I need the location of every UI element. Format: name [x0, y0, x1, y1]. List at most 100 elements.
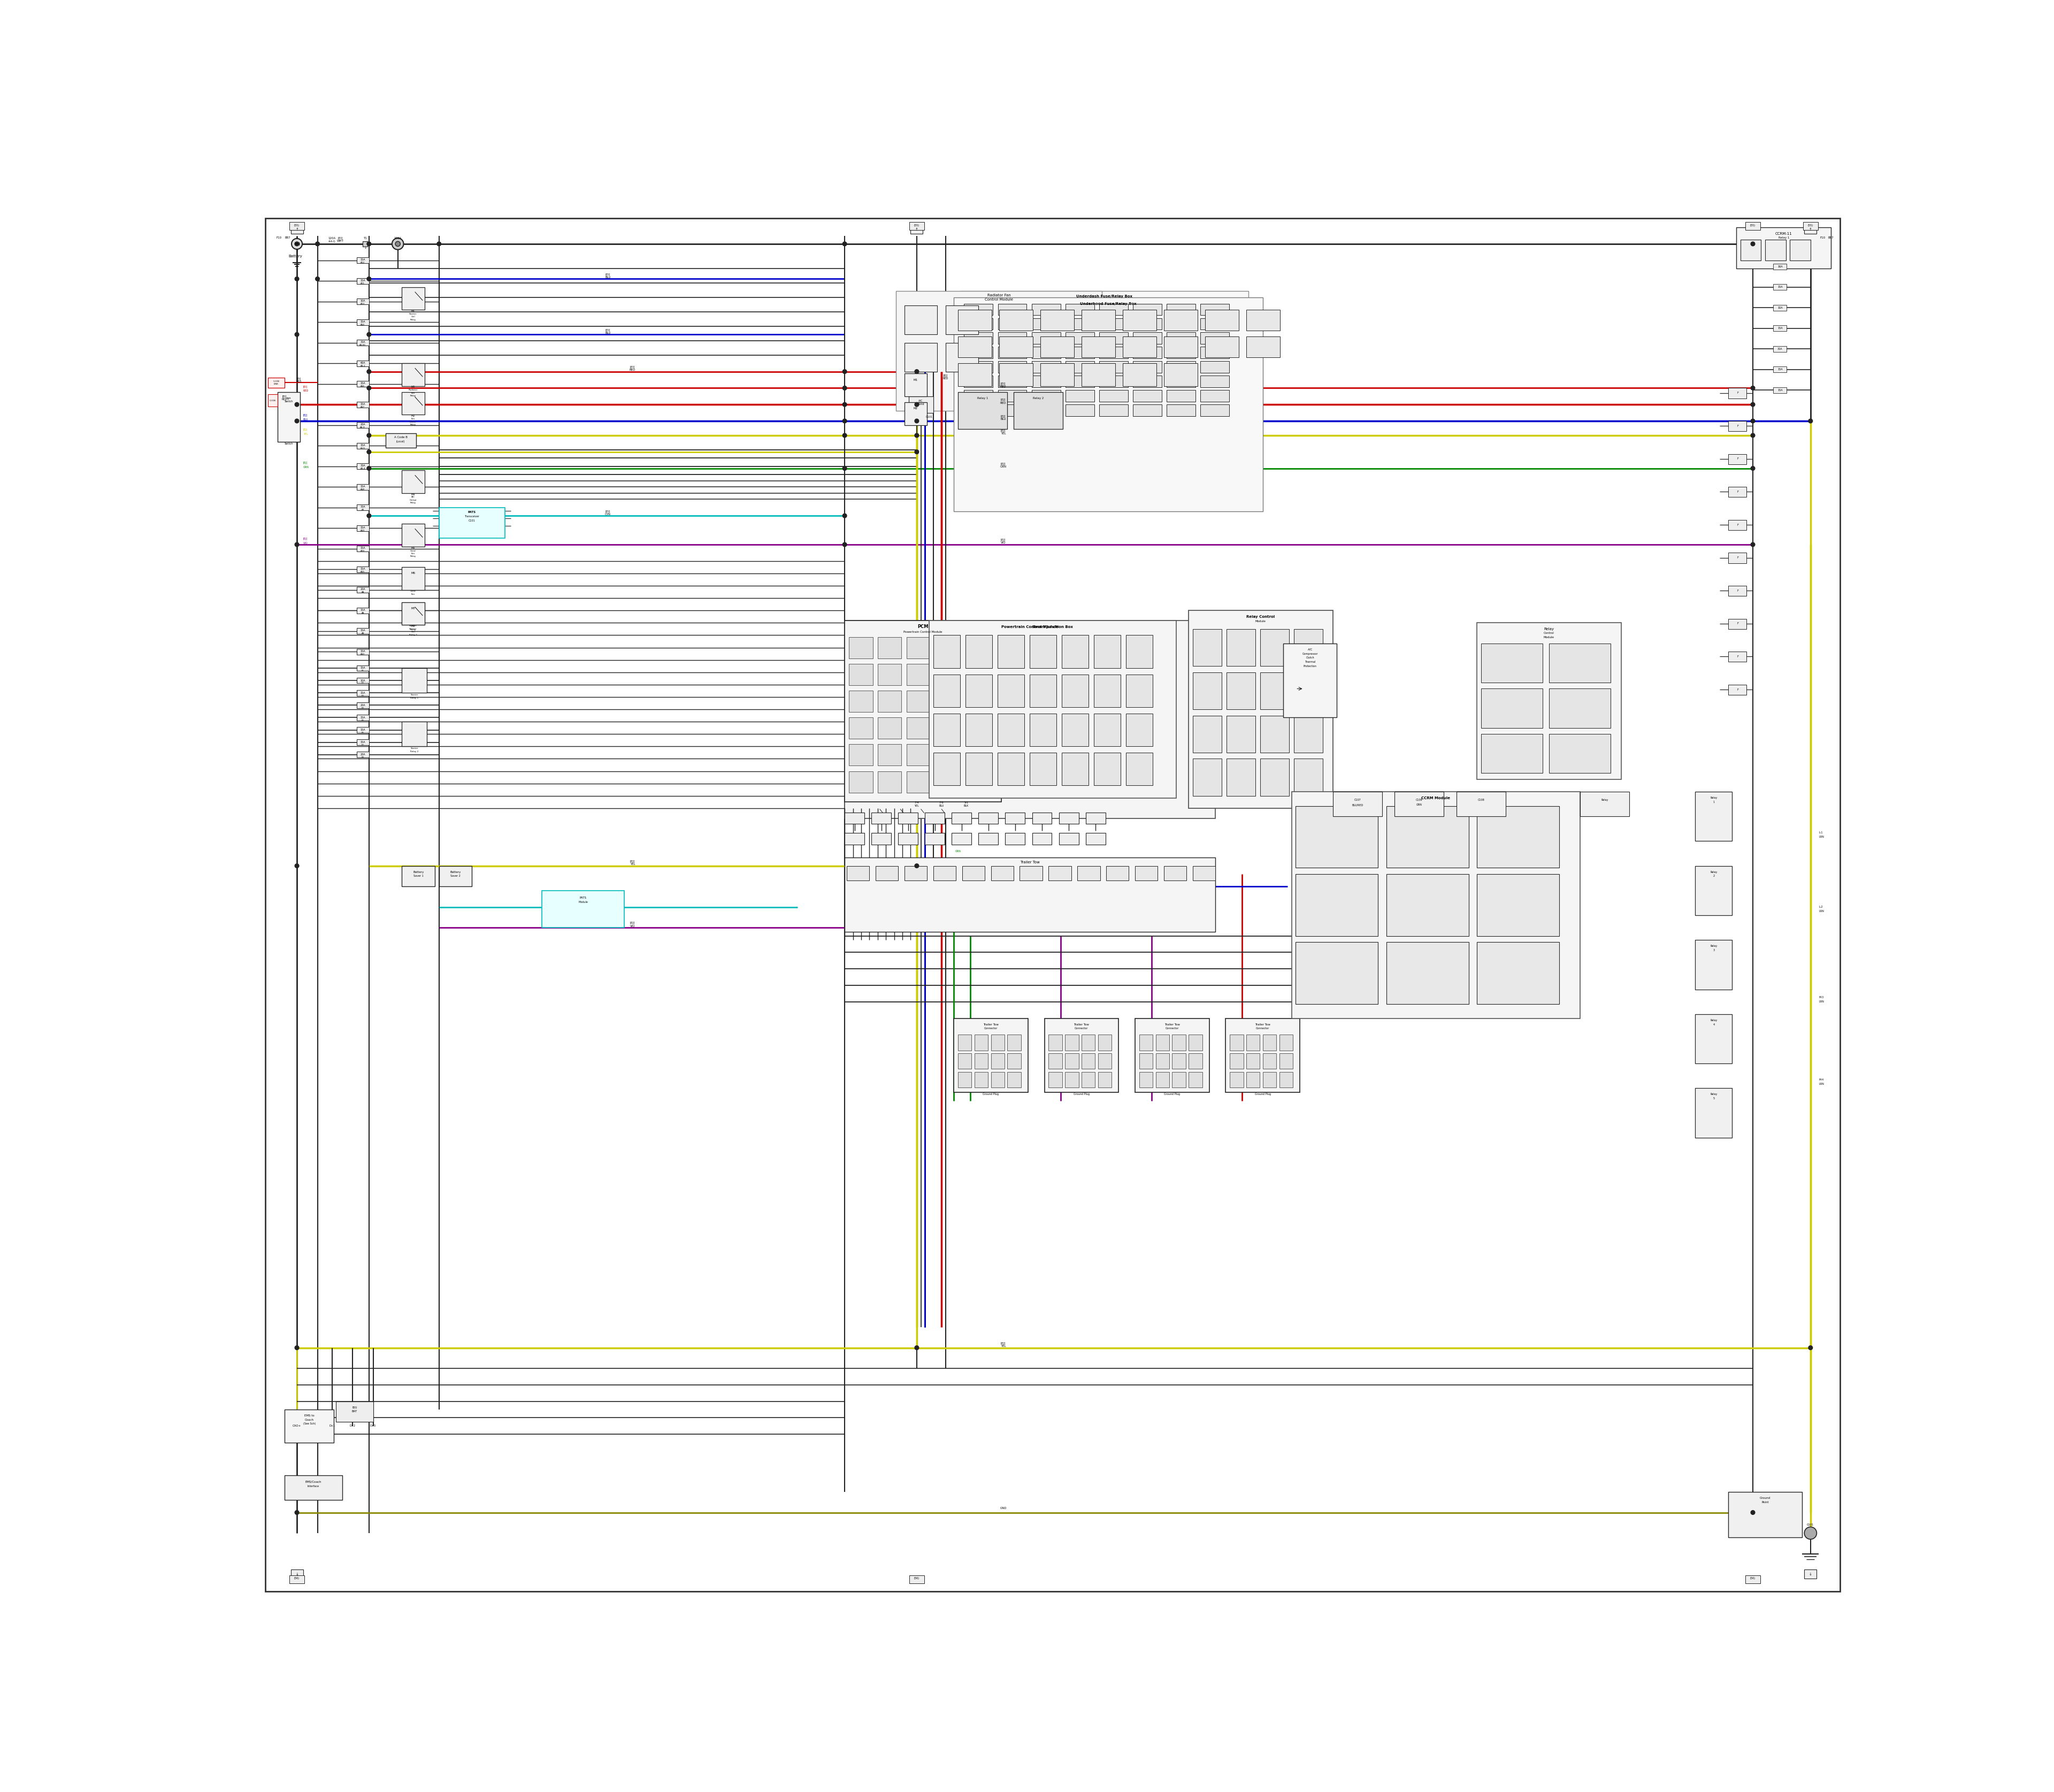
Bar [963, 638, 988, 659]
Text: Compressor: Compressor [1302, 652, 1319, 656]
Bar [953, 297, 1263, 511]
Text: CYN: CYN [606, 513, 610, 516]
Text: (55): (55) [294, 224, 300, 226]
Bar [1200, 333, 1230, 344]
Bar [963, 376, 992, 387]
Text: C-IGN: C-IGN [269, 400, 275, 401]
Text: B87: B87 [286, 237, 290, 238]
Bar [1060, 812, 1078, 824]
Circle shape [1750, 466, 1754, 471]
Circle shape [1750, 434, 1754, 437]
Text: F10: F10 [1820, 237, 1826, 238]
Bar [1695, 1014, 1732, 1063]
Text: Ground Plug: Ground Plug [1165, 1093, 1181, 1095]
Circle shape [368, 369, 372, 373]
Bar [357, 443, 370, 448]
Bar [1095, 634, 1121, 668]
Text: Module: Module [579, 901, 587, 903]
Bar [1134, 391, 1163, 401]
Bar [1773, 263, 1787, 269]
Bar [1773, 305, 1787, 310]
Text: B/U: B/U [351, 1407, 357, 1409]
Circle shape [914, 403, 918, 407]
Text: Relay 1: Relay 1 [411, 697, 419, 699]
Text: [EJ]: [EJ] [304, 462, 308, 464]
Bar [957, 1054, 972, 1068]
Bar [1481, 688, 1543, 728]
Text: PATS: PATS [468, 511, 477, 514]
Bar [877, 717, 902, 738]
Bar [1066, 1054, 1078, 1068]
Text: 15A: 15A [359, 667, 366, 670]
Bar [403, 392, 425, 414]
Bar [1167, 376, 1195, 387]
Bar [1193, 866, 1216, 880]
Text: F4: F4 [362, 708, 364, 710]
Circle shape [368, 434, 372, 437]
Bar [1284, 643, 1337, 717]
Text: [EJ]: [EJ] [1000, 398, 1006, 401]
Text: F2: F2 [362, 683, 364, 685]
Text: 30A: 30A [359, 464, 366, 468]
Text: B87: B87 [1828, 237, 1834, 238]
Text: Battery: Battery [413, 871, 423, 873]
Bar [357, 588, 370, 593]
Text: [EJ]: [EJ] [1000, 416, 1006, 418]
Bar [963, 665, 988, 685]
Bar [357, 665, 370, 670]
Bar [963, 333, 992, 344]
Text: BLU: BLU [1000, 418, 1006, 421]
Bar [1140, 1054, 1152, 1068]
Text: F3: F3 [362, 695, 364, 697]
Text: [EI]: [EI] [606, 511, 610, 513]
Bar [1167, 317, 1195, 330]
Bar [357, 715, 370, 720]
Text: A-11: A-11 [359, 446, 366, 450]
Text: YEL: YEL [631, 862, 635, 866]
Bar [403, 523, 425, 547]
Text: 15A: 15A [359, 547, 366, 550]
Bar [1200, 376, 1230, 387]
Bar [1189, 611, 1333, 808]
Circle shape [914, 419, 918, 423]
Text: 15A: 15A [359, 280, 366, 281]
Text: Fan: Fan [411, 392, 415, 394]
Bar [1746, 1575, 1760, 1584]
Bar [357, 340, 370, 346]
Bar [1004, 833, 1025, 844]
Circle shape [914, 434, 918, 437]
Bar [1066, 376, 1095, 387]
Bar [1261, 715, 1290, 753]
Text: Protection: Protection [1304, 665, 1317, 667]
Text: Coil: Coil [411, 315, 415, 317]
Text: [EI]: [EI] [631, 366, 635, 369]
Text: Transceiver: Transceiver [464, 516, 479, 518]
Bar [357, 649, 370, 654]
Text: EMS to: EMS to [304, 1414, 314, 1417]
Bar [1006, 1034, 1021, 1050]
Circle shape [842, 369, 846, 373]
Text: Fan: Fan [411, 593, 415, 595]
Text: ↑: ↑ [916, 228, 918, 231]
Bar [933, 713, 959, 747]
Bar [1156, 1054, 1169, 1068]
Circle shape [296, 419, 300, 423]
Text: [EI]: [EI] [337, 237, 343, 240]
Text: Relay 1: Relay 1 [409, 634, 417, 636]
Circle shape [842, 242, 846, 246]
Bar [403, 287, 425, 310]
Text: 20A: 20A [359, 423, 366, 426]
Bar [1294, 715, 1323, 753]
Circle shape [842, 385, 846, 391]
Bar [1173, 1034, 1185, 1050]
Bar [906, 665, 930, 685]
Bar [974, 1072, 988, 1088]
Text: RED: RED [296, 380, 302, 383]
Bar [1062, 634, 1089, 668]
Bar [1261, 629, 1290, 667]
Bar [1048, 1072, 1062, 1088]
Text: 20A: 20A [359, 588, 366, 591]
Bar [1189, 1072, 1202, 1088]
Bar [965, 713, 992, 747]
Bar [998, 405, 1027, 416]
